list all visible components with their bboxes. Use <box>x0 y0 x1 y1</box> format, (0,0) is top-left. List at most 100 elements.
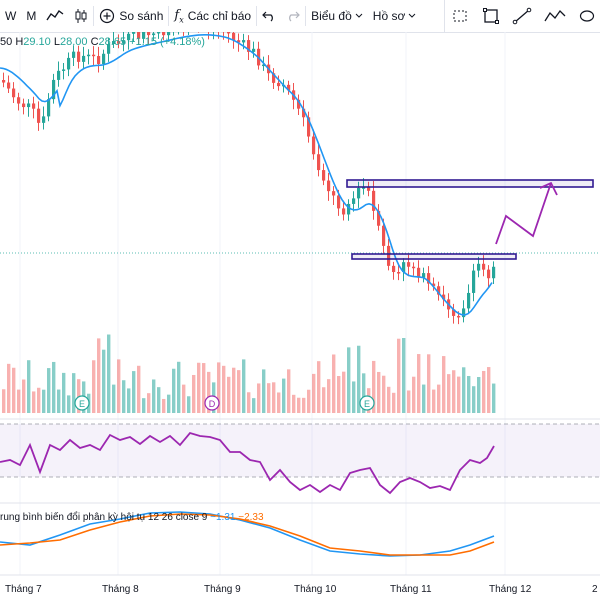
path-icon[interactable] <box>544 8 566 24</box>
rectangle-icon[interactable] <box>451 8 469 24</box>
ellipse-icon[interactable] <box>579 8 595 24</box>
volume-bar <box>122 380 126 413</box>
candle-body <box>487 269 491 279</box>
candle-body <box>57 70 61 80</box>
volume-bar <box>37 387 41 413</box>
volume-bar <box>407 390 411 413</box>
fx-icon: fx <box>174 7 184 25</box>
candle-body <box>277 82 281 87</box>
candle-body <box>67 57 71 70</box>
volume-bar <box>62 372 66 413</box>
volume-bar <box>52 361 56 413</box>
candle-body <box>107 44 111 54</box>
volume-bar <box>297 397 301 413</box>
candle-body <box>237 40 241 43</box>
x-axis-label-next: 2 <box>592 584 598 595</box>
volume-bar <box>227 376 231 413</box>
rsi-line <box>0 431 495 495</box>
change-value: +1.15 (+4.18%) <box>129 36 205 48</box>
volume-bar <box>132 371 136 413</box>
candle-body <box>92 54 96 57</box>
volume-bar <box>287 369 291 413</box>
volume-bar <box>217 362 221 413</box>
resistance-zone-box[interactable] <box>346 179 594 188</box>
support-zone-box[interactable] <box>351 253 517 260</box>
volume-bar <box>412 376 416 413</box>
rectangle-icon[interactable] <box>482 7 500 25</box>
x-axis-label-nov: Tháng 11 <box>390 584 432 595</box>
candles-button[interactable] <box>69 0 93 32</box>
indicators-button[interactable]: fx Các chỉ báo <box>169 0 256 32</box>
candle-body <box>22 103 26 108</box>
candle-body <box>77 51 81 62</box>
volume-bar <box>382 375 386 413</box>
candle-body <box>357 187 361 199</box>
volume-bar <box>352 381 356 413</box>
candle-body <box>52 79 56 100</box>
candle-body <box>7 82 11 89</box>
candle-body <box>312 136 316 155</box>
low-label: L <box>53 36 60 48</box>
volume-bar <box>27 360 31 413</box>
close-label: C <box>90 36 99 48</box>
candle-body <box>62 69 66 71</box>
low-value: 28.00 <box>59 36 88 48</box>
candles-icon <box>75 9 87 23</box>
candle-body <box>322 170 326 181</box>
interval-m-button[interactable]: M <box>21 0 41 32</box>
volume-bar <box>17 389 21 413</box>
volume-bar <box>402 337 406 413</box>
compare-label: So sánh <box>119 9 164 23</box>
candle-body <box>2 80 6 83</box>
candle-body <box>417 267 421 278</box>
forecast-path[interactable] <box>495 182 552 245</box>
undo-button[interactable] <box>257 0 281 32</box>
redo-button[interactable] <box>281 0 305 32</box>
volume-bar <box>317 361 321 413</box>
candle-body <box>297 99 301 109</box>
interval-w-button[interactable]: W <box>0 0 21 32</box>
candle-body <box>72 51 76 58</box>
volume-bar <box>477 377 481 413</box>
volume-bar <box>107 334 111 413</box>
candle-body <box>232 32 236 41</box>
profile-menu-button[interactable]: Hồ sơ <box>368 0 422 32</box>
chart-menu-button[interactable]: Biểu đồ <box>306 0 368 32</box>
open-value: 50 <box>0 36 13 48</box>
candle-body <box>427 273 431 284</box>
trend-line-icon[interactable] <box>512 7 532 25</box>
candle-body <box>247 40 251 52</box>
candle-body <box>467 292 471 309</box>
candle-body <box>402 262 406 273</box>
candle-body <box>392 265 396 273</box>
volume-bar <box>7 363 11 413</box>
candle-body <box>307 117 311 137</box>
candle-body <box>137 32 141 39</box>
line-chart-button[interactable] <box>41 0 69 32</box>
candle-body <box>342 208 346 215</box>
candle-body <box>377 210 381 226</box>
volume-bar <box>112 384 116 413</box>
candle-body <box>167 32 171 36</box>
candle-body <box>422 273 426 278</box>
candle-body <box>127 33 131 41</box>
macd-title: rung bình biến đổi phân kỳ hội tụ 12 26 … <box>0 512 208 523</box>
candle-body <box>97 56 101 64</box>
candle-body <box>362 187 366 189</box>
volume-bar <box>307 389 311 413</box>
volume-bar <box>452 370 456 413</box>
candle-body <box>317 154 321 171</box>
volume-bar <box>202 363 206 413</box>
candle-body <box>32 103 36 109</box>
volume-bar <box>72 373 76 413</box>
volume-bar <box>442 356 446 413</box>
compare-button[interactable]: So sánh <box>94 0 168 32</box>
indicators-label: Các chỉ báo <box>187 9 252 23</box>
candle-body <box>327 180 331 192</box>
volume-bar <box>467 376 471 413</box>
volume-bar <box>142 398 146 413</box>
volume-bar <box>22 379 26 413</box>
volume-bar <box>247 392 251 413</box>
